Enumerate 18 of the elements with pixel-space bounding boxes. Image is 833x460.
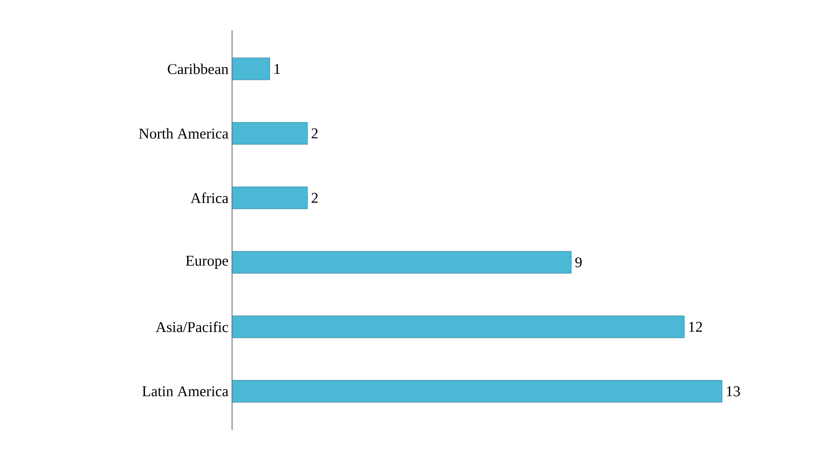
y-tick-label: Africa [190, 192, 228, 204]
bar [232, 251, 572, 274]
y-tick-label: Latin America [142, 386, 228, 396]
data-label: 9 [575, 257, 582, 268]
y-tick-label: Asia/Pacific [156, 321, 228, 332]
bar [232, 186, 308, 209]
data-label: 12 [689, 322, 702, 332]
bar [232, 380, 722, 402]
bar [232, 316, 685, 338]
y-tick-label: Europe [186, 256, 228, 269]
bar [232, 122, 308, 144]
data-label: 13 [726, 386, 740, 396]
data-label: 2 [312, 192, 318, 203]
y-tick-label: North America [139, 128, 228, 139]
data-label: 2 [312, 128, 318, 138]
y-tick-label: Caribbean [168, 64, 228, 74]
data-label: 1 [274, 64, 280, 74]
bar [232, 58, 270, 80]
